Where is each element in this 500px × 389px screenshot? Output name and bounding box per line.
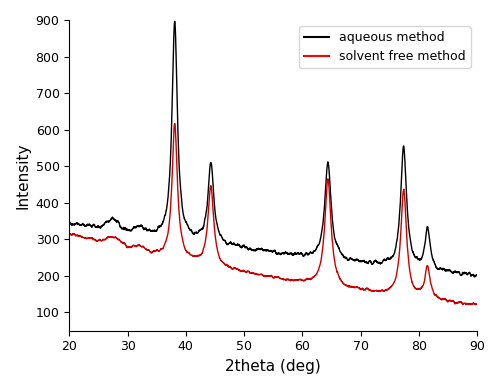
aqueous method bbox=[152, 228, 158, 233]
X-axis label: 2theta (deg): 2theta (deg) bbox=[226, 359, 321, 374]
solvent free method bbox=[468, 302, 474, 307]
solvent free method bbox=[308, 276, 314, 281]
solvent free method bbox=[66, 231, 72, 236]
solvent free method bbox=[474, 302, 480, 307]
solvent free method bbox=[152, 249, 158, 253]
aqueous method bbox=[474, 273, 480, 278]
aqueous method bbox=[326, 162, 332, 166]
solvent free method bbox=[259, 272, 265, 277]
solvent free method bbox=[172, 121, 177, 126]
Y-axis label: Intensity: Intensity bbox=[15, 142, 30, 209]
aqueous method bbox=[172, 19, 177, 24]
Legend: aqueous method, solvent free method: aqueous method, solvent free method bbox=[299, 26, 471, 68]
aqueous method bbox=[214, 221, 220, 226]
Line: aqueous method: aqueous method bbox=[70, 21, 477, 277]
solvent free method bbox=[214, 245, 220, 249]
aqueous method bbox=[259, 246, 265, 251]
solvent free method bbox=[442, 297, 448, 301]
solvent free method bbox=[326, 179, 332, 184]
aqueous method bbox=[66, 219, 72, 224]
aqueous method bbox=[308, 250, 314, 255]
Line: solvent free method: solvent free method bbox=[70, 124, 477, 305]
aqueous method bbox=[442, 268, 448, 273]
aqueous method bbox=[472, 275, 478, 279]
